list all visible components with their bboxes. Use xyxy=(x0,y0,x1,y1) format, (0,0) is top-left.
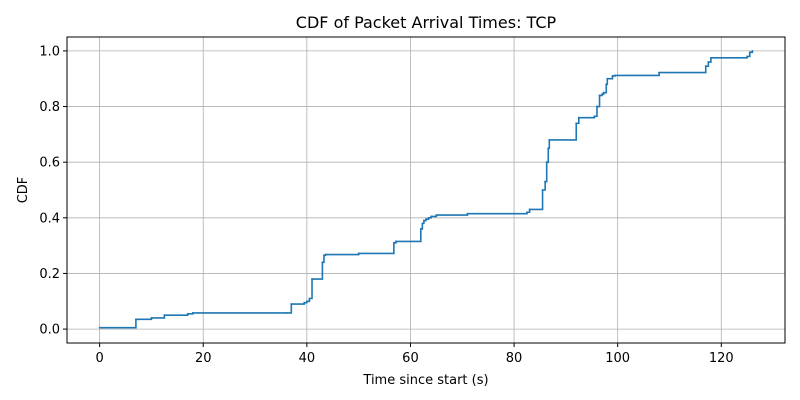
grid xyxy=(67,37,785,343)
y-tick-label: 0.8 xyxy=(39,100,60,115)
cdf-step-point xyxy=(528,208,531,211)
x-axis-label: Time since start (s) xyxy=(362,373,488,388)
cdf-step-point xyxy=(593,115,596,118)
cdf-step-point xyxy=(707,61,710,63)
axes-frame xyxy=(66,36,786,344)
cdf-step-point xyxy=(285,312,288,314)
cdf-step-point xyxy=(751,50,754,52)
x-tick-label: 40 xyxy=(299,351,316,366)
cdf-step-point xyxy=(435,214,438,216)
x-tick-label: 100 xyxy=(605,351,630,366)
cdf-step-point xyxy=(611,75,614,77)
cdf-step-point xyxy=(290,303,293,305)
cdf-step-point xyxy=(425,218,427,221)
cdf-step-point xyxy=(308,297,311,300)
cdf-step-point xyxy=(658,71,661,74)
cdf-step-point xyxy=(466,212,469,215)
cdf-step-point xyxy=(137,318,140,321)
cdf-step-point xyxy=(395,240,397,243)
cdf-step-point xyxy=(150,317,153,319)
cdf-step-point xyxy=(606,77,609,80)
chart-title: CDF of Packet Arrival Times: TCP xyxy=(296,13,557,32)
cdf-step-point xyxy=(544,180,547,183)
cdf-step-point xyxy=(323,254,325,257)
cdf-step-point xyxy=(526,211,528,214)
cdf-step-point xyxy=(545,161,548,164)
cdf-step-point xyxy=(186,312,189,315)
cdf-step-point xyxy=(135,318,137,321)
y-axis-label: CDF xyxy=(16,177,31,204)
y-axis-ticks: 0.0 0.2 0.4 0.6 0.8 1.0 xyxy=(39,44,67,338)
cdf-step-point xyxy=(392,241,395,244)
cdf-step-point xyxy=(357,252,360,255)
cdf-step-point xyxy=(547,147,550,150)
x-tick-label: 120 xyxy=(709,351,734,366)
cdf-step-point xyxy=(421,222,424,225)
cdf-step-point xyxy=(423,219,425,222)
cdf-step-point xyxy=(746,55,749,58)
cdf-step-point xyxy=(303,301,306,304)
y-tick-label: 0.4 xyxy=(39,211,60,226)
cdf-step-point xyxy=(748,51,751,54)
x-tick-label: 20 xyxy=(195,351,212,366)
cdf-step-point xyxy=(191,312,194,314)
cdf-step-point xyxy=(601,93,604,95)
cdf-step-point xyxy=(163,314,166,317)
x-axis-ticks: 0 20 40 60 80 100 120 xyxy=(95,343,734,366)
cdf-step-point xyxy=(321,261,324,264)
cdf-step-point xyxy=(710,56,712,59)
x-tick-label: 0 xyxy=(95,351,103,366)
cdf-step-point xyxy=(577,116,580,119)
x-tick-label: 80 xyxy=(506,351,523,366)
cdf-step-point xyxy=(548,139,551,141)
cdf-step-point xyxy=(614,74,616,77)
x-tick-label: 60 xyxy=(402,351,419,366)
cdf-step-point xyxy=(419,228,422,230)
cdf-step-point xyxy=(98,326,101,329)
cdf-step-point xyxy=(605,83,608,86)
cdf-step-point xyxy=(427,216,430,219)
cdf-step-point xyxy=(704,65,707,68)
y-tick-label: 1.0 xyxy=(39,44,60,59)
cdf-step-point xyxy=(541,189,544,191)
y-tick-label: 0.0 xyxy=(39,323,60,338)
cdf-step-point xyxy=(311,278,313,280)
cdf-step-point xyxy=(596,105,598,108)
y-tick-label: 0.6 xyxy=(39,156,60,171)
cdf-step-point xyxy=(305,300,308,303)
y-tick-label: 0.2 xyxy=(39,267,60,282)
cdf-step-point xyxy=(602,91,605,94)
cdf-step-point xyxy=(324,253,327,256)
cdf-step-point xyxy=(575,122,578,125)
cdf-step-point xyxy=(430,215,433,218)
series-group xyxy=(98,50,754,329)
cdf-step-point xyxy=(598,94,601,97)
